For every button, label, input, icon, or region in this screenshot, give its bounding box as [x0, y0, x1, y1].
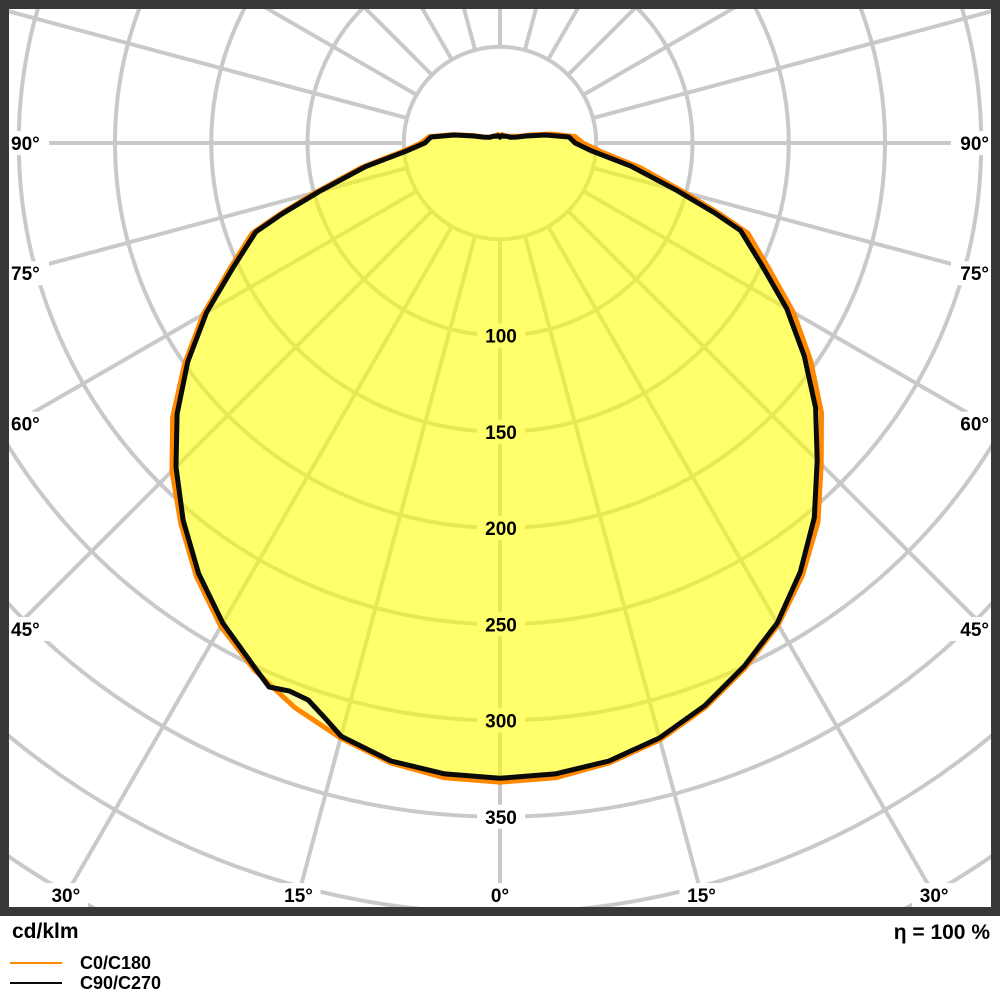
grid-ray: [9, 189, 418, 429]
angle-label-right: 45°: [960, 620, 989, 641]
label-mask: [951, 261, 991, 286]
grid-ray: [9, 165, 408, 277]
radial-tick-label: 100: [485, 327, 517, 348]
label-mask: [679, 883, 724, 907]
legend-line-c90-c270: [10, 982, 62, 984]
label-mask: [477, 516, 525, 540]
label-mask: [951, 131, 991, 155]
grid-ray: [9, 9, 408, 121]
legend-item-c0-c180: C0/C180: [0, 954, 151, 972]
angle-label-bottom: 0°: [491, 886, 509, 907]
label-mask: [9, 617, 49, 641]
legend-line-c0-c180: [10, 962, 62, 964]
angle-label-right: 90°: [960, 134, 989, 155]
label-mask: [951, 617, 991, 641]
angle-label-bottom: 30°: [51, 886, 80, 907]
label-mask: [477, 323, 525, 348]
radial-tick-label: 200: [485, 519, 517, 540]
grid-ray: [592, 9, 991, 121]
angle-label-right: 75°: [960, 264, 989, 285]
label-mask: [9, 261, 49, 286]
grid-ray: [566, 209, 991, 637]
radial-tick-label: 150: [485, 423, 517, 444]
radial-tick-label: 350: [485, 808, 517, 829]
angle-label-bottom: 15°: [284, 886, 313, 907]
radial-tick-label: 300: [485, 712, 517, 733]
grid-ray: [56, 225, 454, 907]
label-mask: [477, 419, 525, 444]
angle-label-left: 90°: [11, 134, 40, 155]
angle-label-left: 60°: [11, 415, 40, 436]
label-mask: [477, 804, 525, 829]
unit-label: cd/klm: [12, 920, 79, 943]
grid-ray: [9, 209, 434, 637]
grid-ray: [546, 225, 944, 907]
grid-ray: [592, 165, 991, 277]
label-mask: [477, 708, 525, 733]
footer: cd/klm η = 100 % C0/C180 C90/C270: [0, 916, 1000, 1000]
efficiency-label: η = 100 %: [893, 921, 990, 944]
label-mask: [43, 883, 88, 907]
label-mask: [276, 883, 321, 907]
curve-c90-c270: [173, 132, 820, 781]
grid-ray: [522, 235, 707, 907]
grid-ray: [293, 235, 478, 907]
legend-label-c90-c270: C90/C270: [80, 973, 162, 993]
angle-label-bottom: 15°: [687, 886, 716, 907]
label-mask: [478, 883, 522, 907]
angle-label-right: 60°: [960, 415, 989, 436]
grid-ray: [582, 189, 991, 429]
legend: C0/C180 C90/C270: [0, 916, 400, 1000]
label-mask: [477, 612, 525, 637]
legend-label-c0-c180: C0/C180: [80, 953, 152, 973]
label-mask: [951, 411, 991, 436]
legend-item-c90-c270: C90/C270: [0, 974, 161, 992]
angle-label-left: 45°: [11, 620, 40, 641]
radial-tick-label: 250: [485, 615, 517, 636]
angle-label-left: 75°: [11, 264, 40, 285]
plot-border: [0, 0, 1000, 916]
angle-label-bottom: 30°: [920, 886, 949, 907]
label-mask: [9, 131, 49, 155]
label-mask: [912, 883, 957, 907]
label-mask: [9, 411, 49, 436]
